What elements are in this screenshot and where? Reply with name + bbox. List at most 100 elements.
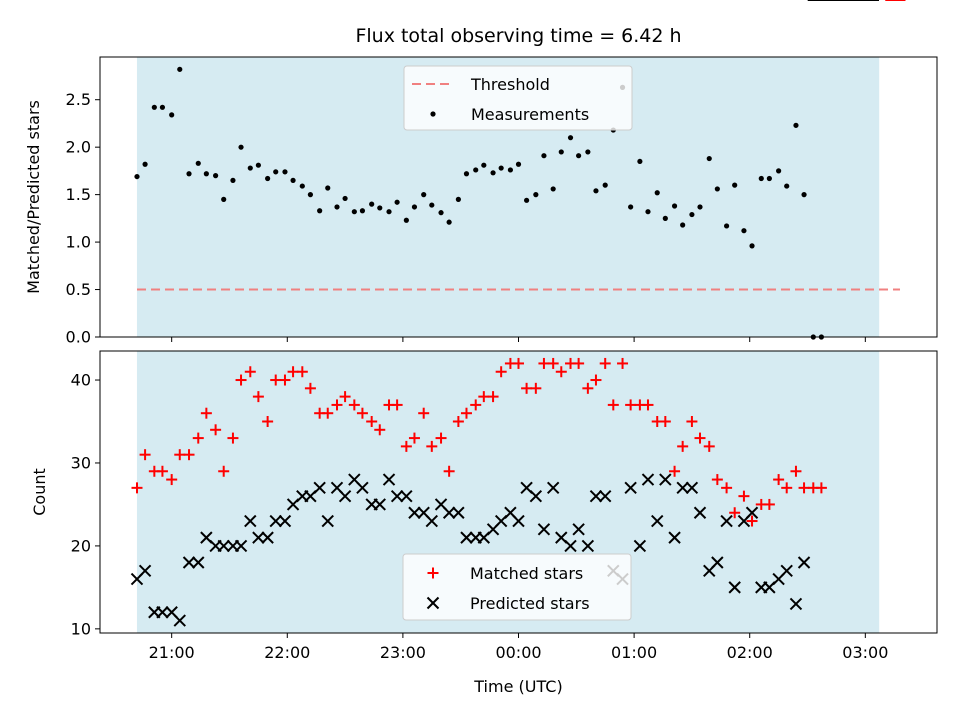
bottom-x-ticks: 21:00 22:00 23:00 00:00 01:00 02:00 03:00 xyxy=(149,633,888,662)
measurement-point xyxy=(421,192,427,198)
predicted-star-point xyxy=(711,556,724,569)
matched-star-point xyxy=(582,382,594,394)
predicted-star-point xyxy=(373,498,386,511)
predicted-star-point xyxy=(537,523,551,536)
x-tick-label: 22:00 xyxy=(264,643,310,662)
predicted-star-point xyxy=(408,506,421,519)
legend-threshold-label: Threshold xyxy=(470,75,550,94)
predicted-star-point xyxy=(745,506,759,519)
top-y-axis-label: Matched/Predicted stars xyxy=(24,100,43,294)
measurement-point xyxy=(732,182,738,188)
bottom-legend: Matched stars Predicted stars xyxy=(402,553,632,621)
measurement-point xyxy=(628,204,634,210)
measurement-point xyxy=(159,104,166,110)
matched-star-point xyxy=(183,449,195,461)
predicted-star-point xyxy=(138,564,152,578)
bottom-y-tick-label: 40 xyxy=(71,371,91,390)
measurement-point xyxy=(247,165,253,171)
measurement-point xyxy=(307,192,314,198)
matched-star-point xyxy=(426,440,438,452)
measurement-point xyxy=(230,177,236,183)
predicted-star-point xyxy=(789,597,803,611)
predicted-star-point xyxy=(529,489,543,503)
legend-predicted-swatch xyxy=(426,596,440,610)
matched-star-point xyxy=(478,391,490,403)
measurement-point xyxy=(317,208,323,214)
predicted-star-point xyxy=(400,489,413,503)
measurement-point xyxy=(134,173,140,180)
matched-star-point xyxy=(763,498,775,510)
x-axis-label: Time (UTC) xyxy=(473,677,562,696)
legend-measurements-label: Measurements xyxy=(471,105,589,124)
measurement-point xyxy=(429,202,435,208)
measurement-point xyxy=(282,169,288,175)
matched-star-point xyxy=(711,474,723,486)
measurement-point xyxy=(697,204,703,210)
predicted-star-point xyxy=(313,481,326,495)
predicted-star-point xyxy=(651,514,664,528)
predicted-star-point xyxy=(234,539,248,553)
predicted-star-point xyxy=(572,523,585,536)
measurement-point xyxy=(714,186,720,192)
matched-star-point xyxy=(252,391,264,403)
measurement-point xyxy=(386,209,392,215)
measurement-point xyxy=(741,228,747,234)
x-tick-label: 02:00 xyxy=(727,643,773,662)
measurement-point xyxy=(654,190,660,196)
measurement-point xyxy=(255,162,261,168)
measurement-point xyxy=(403,217,409,223)
predicted-star-point xyxy=(512,514,525,528)
matched-star-point xyxy=(400,440,412,452)
matched-star-point xyxy=(659,416,671,427)
matched-star-point xyxy=(460,407,472,419)
x-tick-label: 00:00 xyxy=(495,643,541,662)
predicted-star-point xyxy=(217,539,230,553)
measurement-point xyxy=(758,175,764,182)
top-y-tick-label: 2.5 xyxy=(66,90,91,109)
matched-star-point xyxy=(677,440,689,452)
measurement-point xyxy=(438,210,444,216)
legend-matched-label: Matched stars xyxy=(470,564,583,583)
measurement-point xyxy=(369,201,375,207)
predicted-star-point xyxy=(356,481,369,495)
legend-predicted-marker xyxy=(426,596,440,610)
measurement-point xyxy=(637,158,643,165)
matched-star-point xyxy=(573,357,585,369)
measurement-point xyxy=(203,171,209,177)
matched-star-point xyxy=(156,465,168,477)
measurement-point xyxy=(671,203,678,209)
measurement-point xyxy=(507,167,514,173)
predicted-star-point xyxy=(546,481,560,495)
measurement-point xyxy=(723,223,730,229)
matched-star-point xyxy=(694,432,706,444)
predicted-star-point xyxy=(676,481,689,495)
matched-star-point xyxy=(590,374,602,386)
predicted-star-point xyxy=(693,506,707,519)
x-tick-label: 03:00 xyxy=(842,643,888,662)
predicted-star-point xyxy=(659,473,672,486)
matched-star-point xyxy=(244,366,256,378)
matched-star-point xyxy=(530,382,542,394)
matched-star-point xyxy=(721,482,733,494)
predicted-star-point xyxy=(390,489,404,503)
matched-star-point xyxy=(227,432,239,444)
measurement-point xyxy=(550,186,556,192)
measurement-point xyxy=(558,149,564,155)
predicted-star-point xyxy=(589,489,603,503)
x-tick-label: 01:00 xyxy=(611,643,657,662)
predicted-star-point xyxy=(685,481,699,495)
top-y-tick-label: 1.0 xyxy=(66,233,91,252)
measurement-point xyxy=(290,177,296,183)
measurement-point xyxy=(481,162,487,168)
measurement-point xyxy=(377,205,383,211)
measurement-point xyxy=(593,188,599,194)
matched-star-point xyxy=(781,482,793,494)
predicted-star-point xyxy=(668,531,681,544)
matched-star-point xyxy=(356,407,368,419)
measurement-point xyxy=(342,195,348,202)
predicted-star-point xyxy=(321,514,334,528)
predicted-star-point xyxy=(173,614,186,627)
predicted-star-point xyxy=(244,514,257,528)
measurement-point xyxy=(394,199,400,205)
matched-star-point xyxy=(174,449,186,461)
